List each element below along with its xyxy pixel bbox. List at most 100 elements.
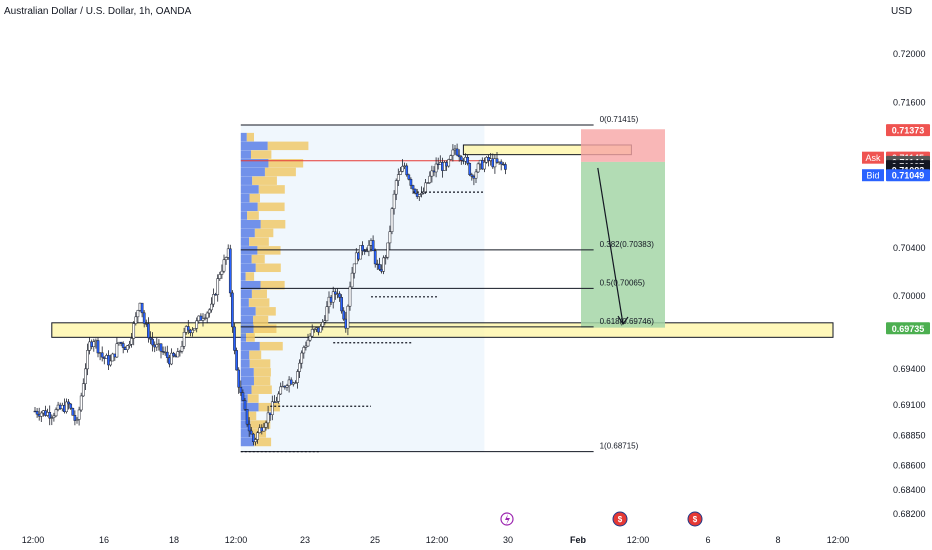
fib-level-label: 1(0.68715) <box>600 442 639 451</box>
profile-bar-buy <box>240 211 248 220</box>
profile-bar-sell <box>249 359 271 368</box>
stop-loss-area[interactable] <box>581 129 665 162</box>
candle-body <box>128 344 131 346</box>
price-axis[interactable]: 0.72000 0.71600 0.70400 0.70000 0.69400 0.691… <box>893 49 926 519</box>
candle-body <box>428 175 432 183</box>
fibonacci-levels: 0(0.71415) 0.382(0.70383) 0.5(0.70065) 0.61… <box>240 115 654 453</box>
candle-body <box>203 317 207 320</box>
candle-body <box>443 162 446 171</box>
candle-body <box>449 155 453 160</box>
profile-bar-sell <box>251 254 265 264</box>
profile-bar-sell <box>260 219 286 229</box>
candle-body <box>325 306 329 322</box>
x-tick-label: 18 <box>169 535 179 545</box>
profile-bar-buy <box>240 333 247 342</box>
candle-body <box>73 415 77 421</box>
candle-body <box>39 412 43 417</box>
candle-body <box>67 401 70 405</box>
profile-bar-buy <box>240 385 252 394</box>
profile-bar-buy <box>240 341 260 351</box>
candle-body <box>499 161 503 165</box>
candle-body <box>447 159 451 167</box>
fib-level-label: 0(0.71415) <box>600 115 639 124</box>
profile-bar-sell <box>250 150 272 159</box>
x-tick-label: 12:00 <box>627 535 650 545</box>
candle-body <box>459 156 463 161</box>
profile-bar-buy <box>240 254 252 264</box>
profile-bar-buy <box>240 150 251 159</box>
candle-body <box>252 433 255 443</box>
price-label-tag-bg <box>862 151 884 164</box>
y-tick-label: 0.69400 <box>893 364 926 374</box>
profile-bar-buy <box>240 167 265 177</box>
y-tick-label: 0.70400 <box>893 243 926 253</box>
candle-body <box>468 163 472 176</box>
lightning-glyph <box>505 514 510 525</box>
x-tick-label: 6 <box>705 535 710 545</box>
profile-bar-buy <box>240 185 259 194</box>
profile-bar-buy <box>240 324 254 334</box>
price-label-badge <box>886 322 930 335</box>
price-label-value: 0.71049 <box>892 171 925 181</box>
candle-body <box>434 163 438 173</box>
price-label-tag-bg <box>862 169 884 182</box>
price-label-tag: Bid <box>866 171 879 181</box>
y-tick-label: 0.70000 <box>893 291 926 301</box>
profile-bar-sell <box>264 167 296 177</box>
candle-body <box>195 320 199 329</box>
candle-body <box>239 386 243 393</box>
candle-body <box>396 174 400 181</box>
profile-bar-buy <box>240 272 246 281</box>
candle-body <box>298 362 301 372</box>
candle-body <box>386 242 390 258</box>
us-flag-icon[interactable] <box>687 511 703 527</box>
zone-box[interactable] <box>51 322 834 338</box>
candle-body <box>172 352 175 357</box>
candle-body <box>483 162 486 170</box>
candle-body <box>493 158 497 168</box>
candle-body <box>231 292 234 328</box>
profile-bar-buy <box>240 298 249 307</box>
candle-body <box>109 360 112 366</box>
candle-body <box>218 274 222 279</box>
candle-body <box>35 410 39 415</box>
profile-bar-sell <box>251 385 272 394</box>
profile-bar-buy <box>240 132 247 142</box>
us-flag-icon[interactable] <box>612 511 628 527</box>
candle-body <box>134 316 138 324</box>
x-tick-label: Feb <box>570 535 587 545</box>
y-tick-label: 0.72000 <box>893 49 926 59</box>
candle-body <box>319 326 322 333</box>
profile-bar-sell <box>254 228 274 238</box>
price-labels: 0.713730.71145Ask0.711440.710970.710830.… <box>862 124 930 335</box>
candle-body <box>107 355 110 366</box>
profile-bar-sell <box>253 324 277 334</box>
profile-bar-sell <box>247 394 259 403</box>
candle-body <box>470 174 474 177</box>
candle-body <box>228 248 232 294</box>
profile-bar-buy <box>240 202 258 212</box>
x-tick-label: 8 <box>775 535 780 545</box>
fib-level-label: 0.5(0.70065) <box>600 278 646 287</box>
short-position-tool[interactable] <box>581 129 665 328</box>
candle-body <box>155 344 159 348</box>
profile-bar-sell <box>252 176 277 185</box>
profile-bar-sell <box>246 132 254 142</box>
x-tick-label: 30 <box>503 535 513 545</box>
candle-body <box>270 401 274 415</box>
profile-bar-buy <box>240 193 250 203</box>
candle-body <box>79 395 83 411</box>
candle-body <box>340 297 343 312</box>
take-profit-area[interactable] <box>581 161 665 328</box>
profile-bar-sell <box>251 289 267 299</box>
event-icons[interactable]: $ $ <box>500 511 703 527</box>
candle-body <box>256 432 259 440</box>
y-tick-label: 0.69100 <box>893 400 926 410</box>
time-axis[interactable]: 12:00 16 18 12:00 23 25 12:00 30 Feb 12:00 6 8 12:00 <box>22 535 850 545</box>
profile-bar-buy <box>240 228 255 238</box>
candle-body <box>279 386 283 395</box>
candle-body <box>266 412 270 424</box>
candle-body <box>401 166 404 172</box>
profile-bar-sell <box>247 411 257 421</box>
